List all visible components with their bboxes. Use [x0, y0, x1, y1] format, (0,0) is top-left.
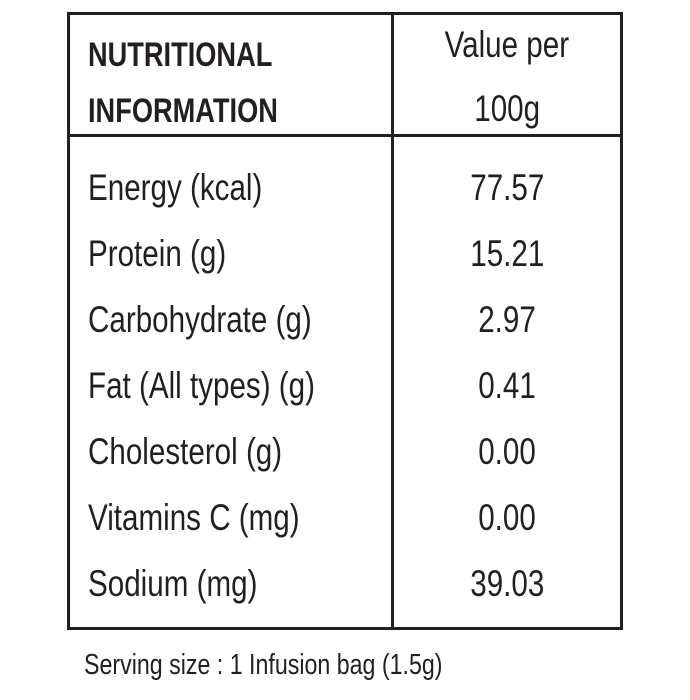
nutrient-value-cell: 77.57: [394, 163, 620, 213]
value-heading-cell: 100g: [394, 84, 620, 134]
nutrient-value-cell: 2.97: [394, 295, 620, 345]
nutrient-value-cell: 39.03: [394, 559, 620, 609]
nutrient-value-cell: 0.00: [394, 427, 620, 477]
nutrient-value: 2.97: [478, 299, 536, 340]
nutrient-name: Energy (kcal): [88, 167, 263, 208]
column-divider: [391, 12, 394, 630]
value-heading: Value per: [444, 24, 570, 65]
nutrient-name: Protein (g): [88, 233, 227, 274]
value-heading-cell: Value per: [394, 20, 620, 70]
nutrient-value: 0.00: [478, 431, 536, 472]
nutrient-value: 77.57: [469, 167, 545, 208]
nutrient-name-cell: Fat (All types) (g): [88, 361, 372, 411]
header-divider: [67, 134, 623, 137]
serving-size-cell: Serving size : 1 Infusion bag (1.5g): [84, 640, 532, 690]
header-title: INFORMATION: [88, 92, 278, 130]
nutrient-value: 0.00: [478, 497, 536, 538]
header-title: NUTRITIONAL: [88, 36, 273, 74]
nutrient-name: Fat (All types) (g): [88, 365, 315, 406]
nutrient-name-cell: Vitamins C (mg): [88, 493, 353, 543]
header-title-cell: NUTRITIONAL: [88, 30, 318, 80]
nutrient-name: Sodium (mg): [88, 563, 258, 604]
serving-size: Serving size : 1 Infusion bag (1.5g): [84, 649, 443, 681]
nutrient-name-cell: Cholesterol (g): [88, 427, 331, 477]
value-heading: 100g: [474, 88, 540, 129]
nutrient-name-cell: Protein (g): [88, 229, 261, 279]
nutrient-value: 39.03: [469, 563, 545, 604]
nutrient-name: Cholesterol (g): [88, 431, 283, 472]
nutrient-name-cell: Energy (kcal): [88, 163, 306, 213]
nutrient-value: 15.21: [469, 233, 545, 274]
nutrient-value: 0.41: [478, 365, 536, 406]
nutrient-value-cell: 0.00: [394, 493, 620, 543]
nutrient-value-cell: 0.41: [394, 361, 620, 411]
header-title-cell: INFORMATION: [88, 86, 325, 136]
nutrient-name-cell: Sodium (mg): [88, 559, 300, 609]
nutrient-name: Vitamins C (mg): [88, 497, 300, 538]
table-border: [67, 12, 623, 630]
nutrient-value-cell: 15.21: [394, 229, 620, 279]
nutrient-name: Carbohydrate (g): [88, 299, 312, 340]
nutrient-name-cell: Carbohydrate (g): [88, 295, 368, 345]
